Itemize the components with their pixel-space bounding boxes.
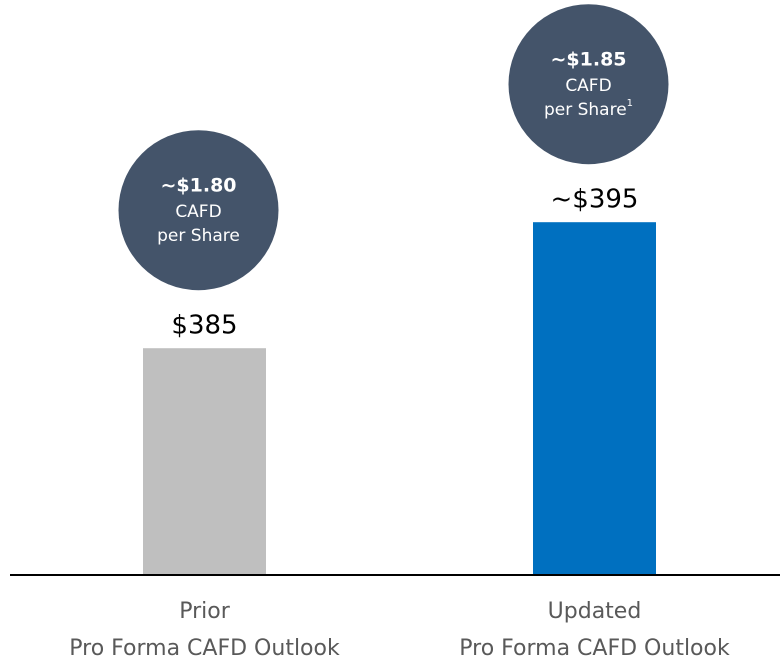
bar — [533, 222, 656, 575]
bar — [143, 348, 266, 575]
bubble-line: per Share — [157, 226, 240, 246]
bubble-line: CAFD — [175, 202, 221, 222]
bubble — [118, 130, 279, 291]
bubble-line: per Share — [544, 100, 627, 120]
x-tick-label: Pro Forma CAFD Outlook — [69, 636, 340, 661]
bubble — [508, 4, 669, 165]
value-label: $385 — [171, 311, 237, 341]
value-label: ~$395 — [551, 185, 639, 215]
x-tick-label: Prior — [179, 599, 230, 624]
bubble-headline: ~$1.85 — [550, 49, 626, 71]
x-tick-label: Pro Forma CAFD Outlook — [459, 636, 730, 661]
bubble-line: CAFD — [565, 76, 611, 96]
bubble-text: CAFD — [175, 202, 221, 222]
bubble-text: per Share — [157, 226, 240, 246]
x-tick-label: Updated — [548, 599, 642, 624]
bubble-text: CAFD — [565, 76, 611, 96]
footnote-marker: 1 — [627, 98, 633, 109]
bubble-text: per Share1 — [544, 98, 633, 120]
bubble-headline: ~$1.80 — [160, 175, 236, 197]
